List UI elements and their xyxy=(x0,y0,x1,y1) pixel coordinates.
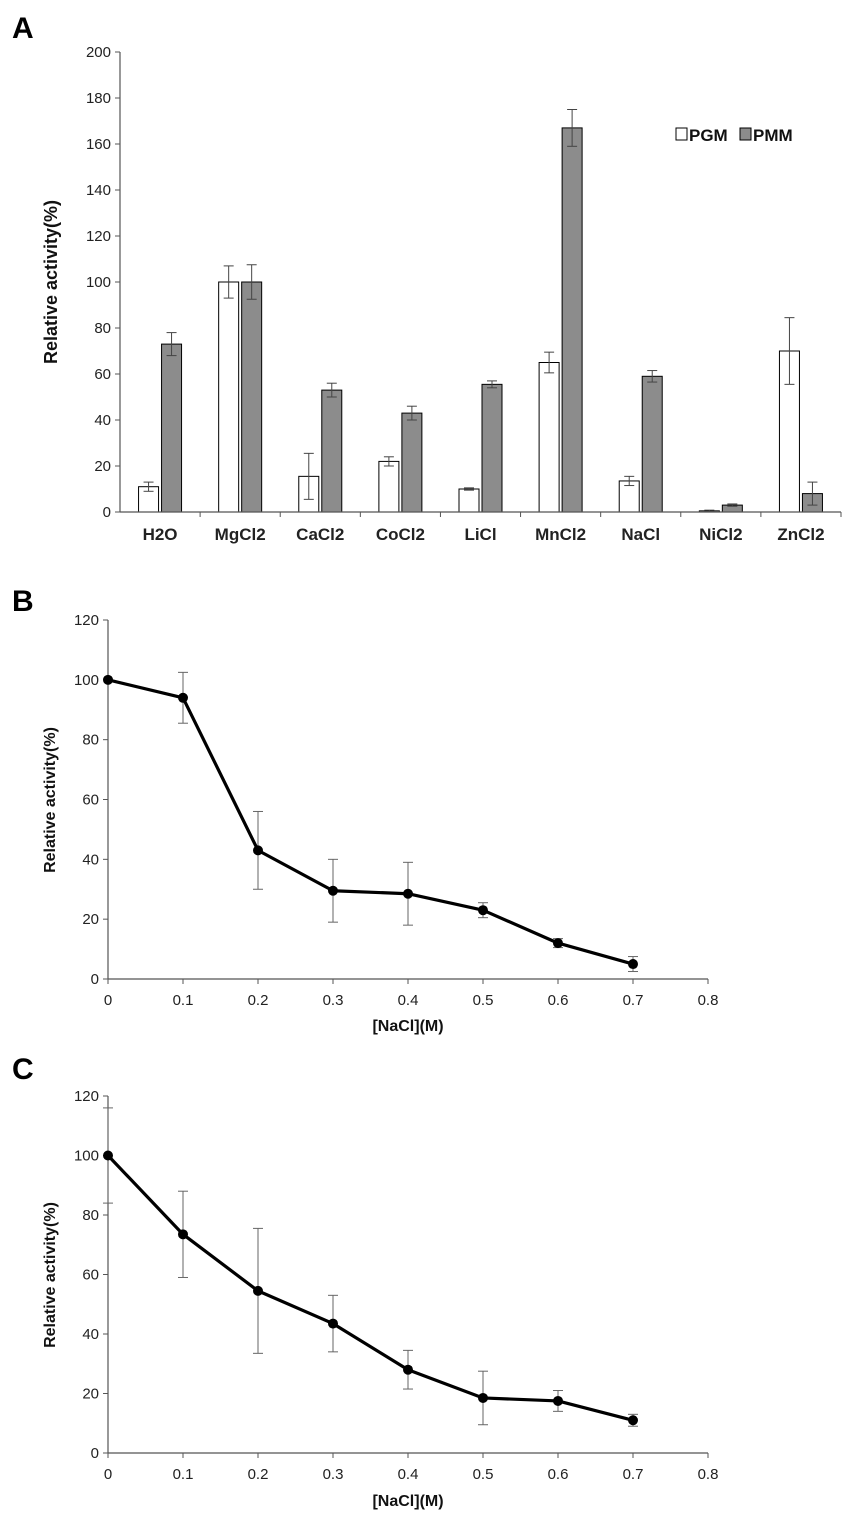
bar-pgm xyxy=(218,281,240,513)
bar-pmm xyxy=(481,383,503,513)
bar-pgm xyxy=(378,460,400,513)
panel-a-y-tick-label: 80 xyxy=(94,320,111,337)
panel-a-x-tick-label: H2O xyxy=(143,525,178,544)
panel-c-data-point xyxy=(253,1285,263,1296)
panel-c-x-tick-label: 0.6 xyxy=(548,1466,569,1483)
panel-c-x-tick-label: 0.4 xyxy=(398,1466,419,1483)
panel-b-label: B xyxy=(12,585,34,618)
panel-a-y-tick-label: 20 xyxy=(94,458,111,475)
panel-b-series-line xyxy=(107,678,634,966)
panel-a-y-tick-label: 40 xyxy=(94,412,111,429)
panel-b-x-tick-label: 0 xyxy=(104,992,112,1009)
panel-a-y-axis-title: Relative activity(%) xyxy=(41,200,61,364)
panel-c-y-tick-label: 40 xyxy=(82,1326,99,1343)
panel-c-x-tick-label: 0.5 xyxy=(473,1466,494,1483)
panel-b-data-point xyxy=(178,692,188,703)
panel-c-x-axis-title: [NaCl](M) xyxy=(372,1493,443,1510)
panel-a-y-tick-label: 160 xyxy=(86,136,111,153)
panel-a-bar-chart: A Relative activity(%) 0 20 40 60 80 100 120 14… xyxy=(12,12,842,544)
panel-c-data-point xyxy=(328,1318,338,1329)
panel-c-y-tick-label: 20 xyxy=(82,1386,99,1403)
panel-c-data-point xyxy=(478,1392,488,1403)
panel-c-y-tick-label: 80 xyxy=(82,1207,99,1224)
legend-label-pgm: PGM xyxy=(689,126,728,145)
bar-pgm xyxy=(538,362,560,513)
panel-a-y-tick-label: 140 xyxy=(86,182,111,199)
panel-a-x-tick-label: CoCl2 xyxy=(376,525,425,544)
panel-b-x-tick-label: 0.8 xyxy=(698,992,719,1009)
panel-c-series-line xyxy=(106,1154,634,1422)
panel-c-x-tick-label: 0.2 xyxy=(248,1466,269,1483)
panel-c-x-tick-label: 0.1 xyxy=(173,1466,194,1483)
panel-a-x-tick-label: NaCl xyxy=(621,525,660,544)
panel-b-x-axis-title: [NaCl](M) xyxy=(372,1018,443,1035)
panel-c-data-point xyxy=(103,1150,113,1161)
panel-a-x-tick-label: LiCl xyxy=(464,525,496,544)
panel-a-x-tick-label: ZnCl2 xyxy=(777,525,824,544)
panel-b-y-axis-title: Relative activity(%) xyxy=(42,727,59,873)
panel-a-y-tick-label: 100 xyxy=(86,274,111,291)
legend-swatch-pgm xyxy=(675,127,688,141)
panel-c-data-point xyxy=(553,1395,563,1406)
panel-c-data-point xyxy=(178,1229,188,1240)
panel-b-data-point xyxy=(103,674,113,685)
panel-b-x-tick-label: 0.6 xyxy=(548,992,569,1009)
panel-a-y-tick-label: 0 xyxy=(103,504,111,521)
bar-pgm xyxy=(458,488,480,513)
bar-pmm xyxy=(321,389,343,513)
panel-a-y-tick-label: 120 xyxy=(86,228,111,245)
panel-c-y-tick-label: 120 xyxy=(74,1088,99,1105)
panel-b-line-chart: B Relative activity(%) [NaCl](M) 0 20 40 60… xyxy=(12,585,718,1035)
panel-a-y-tick-label: 180 xyxy=(86,90,111,107)
panel-c-data-point xyxy=(628,1415,638,1426)
panel-b-x-tick-label: 0.3 xyxy=(323,992,344,1009)
panel-b-data-point xyxy=(553,938,563,949)
panel-b-y-tick-label: 120 xyxy=(74,612,99,629)
panel-c-x-tick-label: 0 xyxy=(104,1466,112,1483)
panel-b-data-point xyxy=(478,905,488,916)
panel-a-y-tick-label: 200 xyxy=(86,44,111,61)
bar-pmm xyxy=(401,412,423,513)
panel-b-data-point xyxy=(328,885,338,896)
panel-a-legend: PGM PMM xyxy=(675,126,793,145)
panel-c-y-tick-label: 0 xyxy=(91,1445,99,1462)
panel-c-x-tick-label: 0.3 xyxy=(323,1466,344,1483)
legend-label-pmm: PMM xyxy=(753,126,793,145)
panel-c-y-tick-label: 100 xyxy=(74,1148,99,1165)
bar-pmm xyxy=(161,343,183,513)
panel-b-y-tick-label: 40 xyxy=(82,851,99,868)
panel-b-x-tick-label: 0.1 xyxy=(173,992,194,1009)
panel-b-y-tick-label: 20 xyxy=(82,911,99,928)
panel-b-y-tick-label: 60 xyxy=(82,792,99,809)
panel-a-x-tick-label: CaCl2 xyxy=(296,525,344,544)
panel-a-x-tick-label: NiCl2 xyxy=(699,525,742,544)
panel-a-label: A xyxy=(12,12,34,45)
panel-c-x-tick-label: 0.8 xyxy=(698,1466,719,1483)
panel-b-x-tick-label: 0.4 xyxy=(398,992,419,1009)
panel-b-y-tick-label: 100 xyxy=(74,672,99,689)
panel-c-data-point xyxy=(403,1364,413,1375)
bar-pmm xyxy=(561,127,583,513)
bar-pmm xyxy=(241,281,263,513)
panel-c-line-chart: C Relative activity(%) [NaCl](M) 0 20 40 60… xyxy=(12,1053,718,1510)
panel-b-data-point xyxy=(253,845,263,856)
panel-b-data-point xyxy=(403,888,413,899)
panel-a-x-tick-label: MgCl2 xyxy=(215,525,266,544)
panel-c-y-tick-label: 60 xyxy=(82,1267,99,1284)
panel-b-x-tick-label: 0.5 xyxy=(473,992,494,1009)
panel-c-x-tick-label: 0.7 xyxy=(623,1466,644,1483)
panel-b-data-point xyxy=(628,959,638,970)
legend-swatch-pmm xyxy=(739,127,752,141)
panel-a-x-tick-label: MnCl2 xyxy=(535,525,586,544)
bar-pmm xyxy=(641,375,663,513)
panel-b-y-tick-label: 80 xyxy=(82,732,99,749)
panel-a-y-tick-label: 60 xyxy=(94,366,111,383)
panel-c-label: C xyxy=(12,1053,34,1086)
panel-b-y-tick-label: 0 xyxy=(91,971,99,988)
panel-b-x-tick-label: 0.2 xyxy=(248,992,269,1009)
panel-c-y-axis-title: Relative activity(%) xyxy=(42,1202,59,1348)
panel-b-x-tick-label: 0.7 xyxy=(623,992,644,1009)
